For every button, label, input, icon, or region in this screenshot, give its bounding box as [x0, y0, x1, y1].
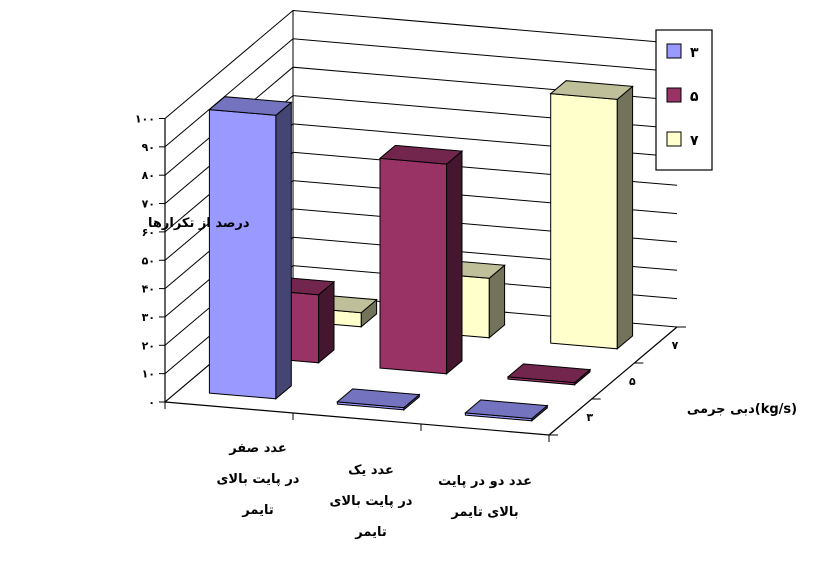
- y-ticks: ۰ ۱۰ ۲۰ ۳۰ ۴۰ ۵۰ ۶۰ ۷۰ ۸۰ ۹۰ ۱۰۰: [135, 113, 165, 409]
- bar-side: [275, 101, 292, 400]
- bar-front: [550, 93, 618, 350]
- category-label: بالای تایمر: [450, 505, 518, 520]
- bar-front: [208, 109, 277, 400]
- legend-label: ۵: [690, 89, 699, 105]
- y-tick-label: ۰: [148, 396, 155, 409]
- depth-tick-label: ۷: [672, 339, 679, 352]
- y-tick-label: ۱۰۰: [135, 113, 155, 126]
- legend-swatch: [666, 87, 682, 103]
- legend-label: ۳: [690, 45, 699, 61]
- y-tick-label: ۵۰: [142, 254, 155, 267]
- legend: ۳ ۵ ۷: [655, 29, 713, 171]
- bars: [208, 80, 634, 422]
- bar-side: [616, 85, 634, 350]
- depth-ticks: ۳ ۵ ۷: [549, 326, 687, 436]
- x-axis: [164, 401, 550, 436]
- y-tick-label: ۶۰: [142, 226, 155, 239]
- category-label: در پایت بالای: [330, 494, 413, 509]
- category-label: در پایت بالای: [217, 472, 300, 487]
- depth-axis: [548, 326, 678, 436]
- category-labels: عدد صفر در پایت بالای تایمر عدد یک در پایت ب…: [217, 441, 532, 540]
- depth-tick-label: ۳: [586, 411, 593, 424]
- bar-top: [208, 96, 293, 116]
- category-label: تایمر: [241, 503, 273, 518]
- depth-axis-label: دبی جرمی(kg/s): [687, 402, 797, 417]
- bar-front: [379, 157, 448, 375]
- y-tick-label: ۹۰: [142, 141, 155, 154]
- y-tick-label: ۲۰: [142, 339, 155, 352]
- bar-top: [549, 80, 634, 100]
- category-label: عدد دو در پایت: [438, 474, 532, 489]
- bar-top: [464, 399, 549, 420]
- category-label: تایمر: [354, 525, 386, 540]
- y-axis-label: درصد از تکرارها: [148, 216, 250, 231]
- legend-label: ۷: [690, 133, 699, 149]
- y-tick-label: ۳۰: [142, 311, 155, 324]
- category-label: عدد یک: [348, 463, 394, 478]
- legend-box: [655, 29, 713, 171]
- legend-swatch: [666, 131, 682, 147]
- y-tick-label: ۷۰: [142, 198, 155, 211]
- y-tick-label: ۸۰: [142, 169, 155, 182]
- y-tick-label: ۱۰: [142, 368, 155, 381]
- category-label: عدد صفر: [228, 441, 287, 456]
- y-tick-label: ۴۰: [142, 283, 155, 296]
- depth-tick-label: ۵: [629, 375, 636, 388]
- bar-side: [318, 280, 335, 364]
- bar-top: [506, 363, 592, 384]
- bar-top: [336, 388, 421, 409]
- legend-swatch: [666, 43, 682, 59]
- bar-top: [378, 144, 464, 165]
- bar-side: [446, 150, 463, 375]
